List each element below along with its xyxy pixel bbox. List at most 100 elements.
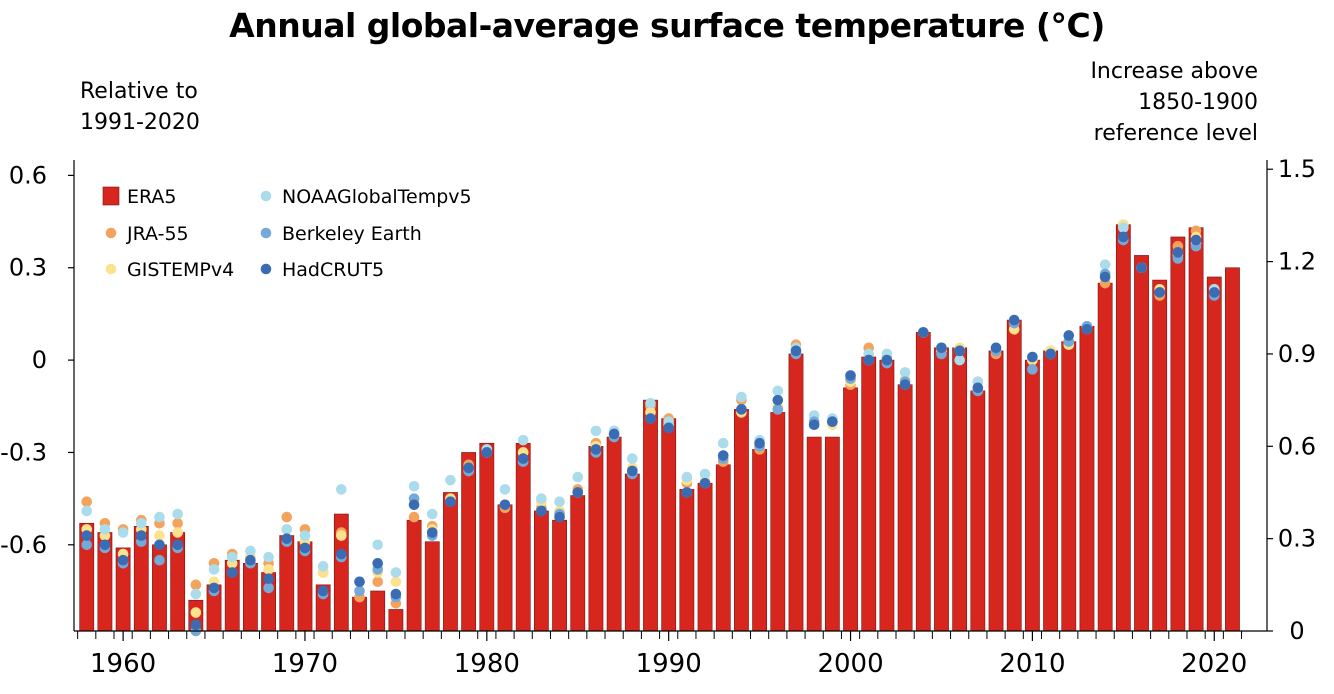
bar-era5 — [533, 510, 549, 632]
y-right-tick-label: 1.5 — [1278, 155, 1316, 183]
legend: ERA5 JRA-55 GISTEMPv4 NOAAGlobalTempv5 Berke… — [102, 186, 472, 281]
dot-noaaglobaltempv5 — [1099, 259, 1111, 270]
y-left-tick-label: 0 — [32, 346, 47, 374]
bar-era5 — [915, 332, 931, 632]
y-right-tick-label: 1.2 — [1278, 248, 1316, 276]
dot-jra-55 — [372, 576, 384, 588]
bar-era5 — [879, 359, 895, 632]
dot-gistempv4 — [154, 530, 165, 541]
dot-noaaglobaltempv5 — [99, 524, 111, 535]
legend-label-gistempv4: GISTEMPv4 — [127, 259, 234, 281]
left-axis-label: Relative to 1991-2020 — [80, 76, 200, 138]
dot-hadcrut5 — [499, 499, 511, 511]
dot-berkeley-earth — [1027, 364, 1038, 375]
dot-gistempv4 — [172, 527, 183, 538]
dot-noaaglobaltempv5 — [517, 434, 529, 446]
bar-era5 — [970, 390, 986, 632]
bar-era5 — [1225, 267, 1240, 632]
y-left-tick-label: -0.3 — [0, 438, 47, 466]
bar-era5 — [479, 442, 495, 632]
dot-jra-55 — [172, 517, 183, 529]
dot-gistempv4 — [390, 576, 402, 588]
y-right-tick-label: 0.6 — [1278, 432, 1316, 460]
dot-hadcrut5 — [1027, 351, 1038, 363]
bar-era5 — [497, 504, 513, 632]
right-axis-label-line: 1850-1900 — [1138, 90, 1258, 115]
dot-noaaglobaltempv5 — [408, 481, 420, 492]
x-tick-label: 2010 — [999, 649, 1065, 679]
bar-era5 — [1115, 224, 1131, 632]
dot-noaaglobaltempv5 — [717, 437, 729, 449]
dot-hadcrut5 — [1045, 348, 1056, 360]
dot-hadcrut5 — [1154, 287, 1165, 298]
bar-era5 — [552, 519, 567, 632]
bar-era5 — [243, 562, 258, 632]
dots-layer — [81, 219, 1220, 637]
x-tick-label: 1970 — [272, 649, 338, 679]
dot-noaaglobaltempv5 — [81, 505, 93, 517]
chart-title: Annual global-average surface temperatur… — [229, 6, 1105, 45]
bar-era5 — [424, 541, 440, 632]
right-axis-label-line: Increase above — [1090, 59, 1258, 84]
bars-layer — [79, 224, 1240, 632]
bar-era5 — [952, 347, 968, 632]
dot-noaaglobaltempv5 — [281, 524, 293, 535]
dot-noaaglobaltempv5 — [154, 511, 165, 523]
bar-era5 — [1061, 341, 1077, 632]
bar-era5 — [661, 418, 677, 632]
dot-noaaglobaltempv5 — [772, 385, 784, 397]
x-tick-label: 2000 — [817, 649, 883, 679]
dot-noaaglobaltempv5 — [190, 588, 202, 600]
dot-hadcrut5 — [390, 588, 402, 600]
dot-hadcrut5 — [663, 422, 674, 434]
bar-era5 — [1006, 319, 1022, 632]
dot-jra-55 — [408, 511, 420, 523]
bar-era5 — [1134, 255, 1149, 632]
bar-era5 — [624, 473, 640, 632]
x-tick-label: 1980 — [454, 649, 520, 679]
dot-noaaglobaltempv5 — [681, 471, 693, 483]
dot-hadcrut5 — [336, 548, 347, 560]
dot-berkeley-earth — [154, 554, 165, 566]
bar-era5 — [679, 489, 695, 632]
dot-hadcrut5 — [1118, 231, 1129, 243]
dot-hadcrut5 — [899, 379, 911, 391]
dot-noaaglobaltempv5 — [317, 561, 329, 572]
bar-era5 — [1188, 227, 1204, 632]
bar-era5 — [934, 347, 949, 632]
y-right-tick-label: 0.9 — [1278, 340, 1316, 368]
dot-noaaglobaltempv5 — [445, 474, 456, 486]
dot-hadcrut5 — [590, 444, 602, 455]
y-left-tick-label: 0.6 — [9, 161, 47, 189]
dot-hadcrut5 — [754, 437, 765, 449]
bar-era5 — [515, 442, 531, 632]
bar-era5 — [734, 409, 749, 632]
dot-hadcrut5 — [572, 487, 584, 498]
dot-hadcrut5 — [1172, 247, 1184, 258]
dot-hadcrut5 — [245, 554, 256, 566]
dot-gistempv4 — [263, 564, 274, 575]
dot-berkeley-earth — [263, 582, 274, 594]
legend-label-berkeley-earth: Berkeley Earth — [282, 223, 422, 245]
legend-label-jra-55: JRA-55 — [126, 223, 189, 245]
dot-gistempv4 — [336, 530, 347, 541]
bar-era5 — [824, 436, 840, 632]
dot-noaaglobaltempv5 — [390, 567, 402, 578]
dot-hadcrut5 — [972, 382, 984, 394]
dot-noaaglobaltempv5 — [263, 551, 274, 563]
dot-noaaglobaltempv5 — [172, 508, 183, 520]
dot-noaaglobaltempv5 — [645, 397, 656, 409]
dot-hadcrut5 — [954, 345, 965, 357]
bar-era5 — [370, 590, 386, 632]
y-right-tick-label: 0.3 — [1278, 525, 1316, 553]
dot-hadcrut5 — [81, 530, 93, 541]
dot-hadcrut5 — [990, 342, 1002, 354]
dot-hadcrut5 — [263, 573, 274, 584]
dot-hadcrut5 — [536, 505, 547, 517]
dot-hadcrut5 — [627, 465, 638, 477]
bar-era5 — [843, 387, 858, 632]
bar-era5 — [897, 384, 913, 632]
dot-noaaglobaltempv5 — [426, 508, 438, 520]
dot-hadcrut5 — [827, 416, 838, 427]
